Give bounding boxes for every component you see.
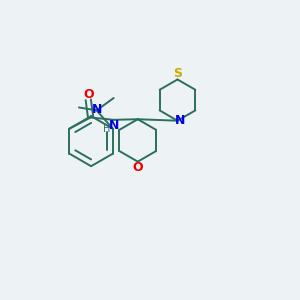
- Text: O: O: [132, 161, 143, 174]
- Text: N: N: [109, 118, 119, 132]
- Text: H: H: [103, 124, 111, 134]
- Text: N: N: [92, 103, 102, 116]
- Text: N: N: [175, 114, 185, 127]
- Text: O: O: [83, 88, 94, 101]
- Text: S: S: [173, 67, 182, 80]
